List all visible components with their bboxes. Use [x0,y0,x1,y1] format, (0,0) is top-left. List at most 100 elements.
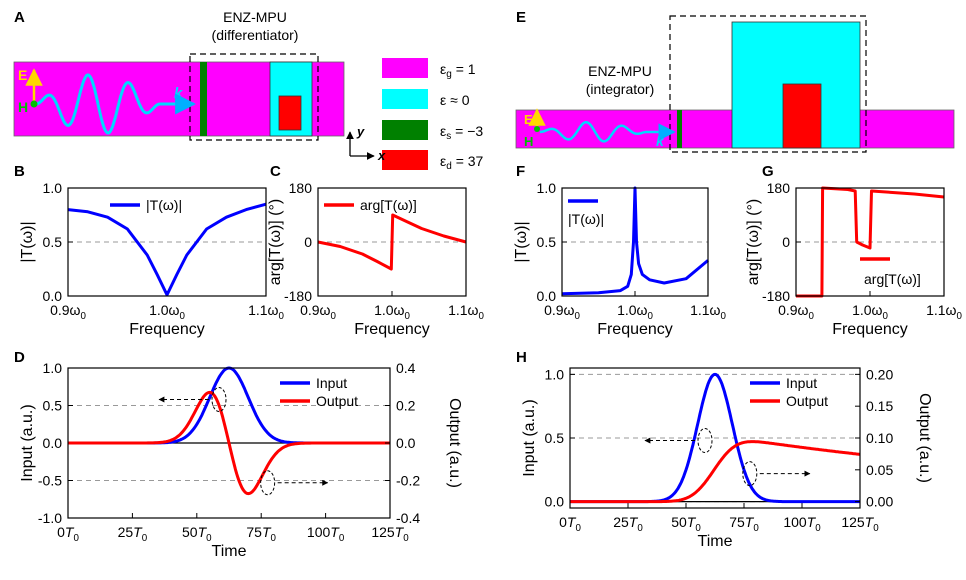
x-tick-label: 1.1ω0 [448,302,484,322]
y-tick-label: -180 [762,288,790,304]
x-tick-label: 1.0ω0 [374,302,410,322]
annotation-ellipse-left [211,387,227,412]
legend-swatch-enz [382,89,428,109]
e-label-a: E [18,67,27,83]
series-output [569,440,861,504]
x-tick-label: 0.9ω0 [50,302,86,322]
mpu-label-e-2: (integrator) [586,81,654,97]
y-tick-label: -180 [284,288,312,304]
panel-letter-g: G [762,163,774,180]
x-axis-label: Frequency [129,321,205,338]
panel-letter-h: H [516,349,527,366]
y2-tick-label: 0.2 [396,398,416,414]
legend-label-ed: εd = 37 [440,153,484,172]
panel-letter-e: E [516,9,526,26]
panel-letter-f: F [516,163,525,180]
legend-swatch-es [382,120,428,140]
y-tick-label: 0.5 [43,234,63,250]
x-tick-label: 75T0 [729,514,759,534]
series-t [561,186,709,296]
y-axis-label: Input (a.u.) [521,399,538,476]
legend-label-eg: εg = 1 [440,61,476,80]
y-tick-label: 0.5 [43,398,63,414]
legend-label: |T(ω)| [568,211,604,227]
annotation-ellipse-left [697,428,713,454]
chart-b: B 0.0 0.5 1.0 0.9ω0 1.0ω0 1.1ω0 Frequency |T(ω)|… [14,163,284,338]
y2-tick-label: -0.2 [396,473,420,489]
h-label-a: H [18,99,28,115]
x-tick-label: 125T0 [841,514,879,534]
panel-letter-d: D [14,349,25,366]
series-output [67,390,391,496]
y-tick-label: 0 [782,234,790,250]
y-tick-label: -0.5 [38,473,62,489]
y-tick-label: 0.5 [545,430,565,446]
y-tick-label: 1.0 [43,360,63,376]
plot-frame [67,187,267,297]
h-dot-e [534,126,540,132]
x-tick-label: 0.9ω0 [778,302,814,322]
x-tick-label: 0.9ω0 [544,302,580,322]
coord-axes: y x [346,124,386,163]
y-axis-label: |T(ω)| [513,221,530,262]
y-tick-label: 0.0 [545,494,565,510]
mpu-dashed-box-e [669,15,867,153]
plot-frame [317,187,467,297]
chart-h: H 0.0 0.5 1.0 0T0 25T0 50T0 75T0 100T0 125T0 Time I… [516,349,933,550]
y2-tick-label: 0.05 [866,462,893,478]
x-axis-label: Time [698,533,733,550]
chart-d: D -1.0 -0.5 0.0 0.5 1.0 0T0 25T0 50T0 75T0 100T0 12… [14,349,463,560]
wave-e [539,120,646,143]
legend-label: arg[T(ω)] [360,197,417,213]
y2-tick-label: 0.0 [396,435,416,451]
x-tick-label: 25T0 [613,514,643,534]
x-tick-label: 1.1ω0 [926,302,962,322]
x-tick-label: 100T0 [307,524,345,544]
k-label-a: k [174,85,183,102]
x-tick-label: 1.1ω0 [248,302,284,322]
annotation-ellipse-right [260,470,276,496]
y-axis-label: Input (a.u.) [19,404,36,481]
x-tick-label: 125T0 [371,524,409,544]
x-tick-label: 50T0 [671,514,701,534]
x-tick-label: 50T0 [182,524,212,544]
mpu-label-a-1: ENZ-MPU [223,9,287,25]
y-tick-label: 180 [289,180,313,196]
legend-label-es: εs = −3 [440,123,483,142]
axis-x-label: x [377,148,386,163]
dielectric-rod [278,95,302,131]
x-axis-label: Frequency [832,321,908,338]
series-argt [796,186,945,298]
y-tick-label: 1.0 [545,366,565,382]
y2-tick-label: 0.10 [866,430,893,446]
plot-frame [561,187,709,297]
y-tick-label: 1.0 [43,180,63,196]
x-tick-label: 1.0ω0 [149,302,185,322]
mpu-label-e-1: ENZ-MPU [588,63,652,79]
legend-label: Output [786,393,828,409]
x-tick-label: 1.0ω0 [617,302,653,322]
e-label-e: E [524,112,533,127]
x-axis-label: Time [212,543,247,560]
y-axis-label: arg[T(ω)] (°) [745,199,762,285]
panel-letter-b: B [14,163,25,180]
x-tick-label: 1.1ω0 [690,302,726,322]
x-tick-label: 25T0 [118,524,148,544]
y-tick-label: 0.5 [537,234,557,250]
legend-swatch-eg [382,58,428,78]
panel-e-schematic: E ENZ-MPU (integrator) E H k [515,9,955,153]
y-axis-label: |T(ω)| [19,221,36,262]
chart-f: F 0.0 0.5 1.0 0.9ω0 1.0ω0 1.1ω0 Frequency |T(ω)|… [513,163,726,338]
y-tick-label: 180 [767,180,791,196]
x-tick-label: 0T0 [559,514,581,534]
x-axis-label: Frequency [597,321,673,338]
h-label-e: H [524,134,533,149]
y2-tick-label: 0.15 [866,398,893,414]
y-tick-label: 0.0 [537,288,557,304]
chart-g: G -180 0 180 0.9ω0 1.0ω0 1.1ω0 Frequency arg[T(ω… [745,163,962,338]
plot-frame [795,187,945,297]
y-tick-label: -1.0 [38,510,62,526]
wave-a [35,73,161,135]
y2-tick-label: 0.4 [396,360,416,376]
